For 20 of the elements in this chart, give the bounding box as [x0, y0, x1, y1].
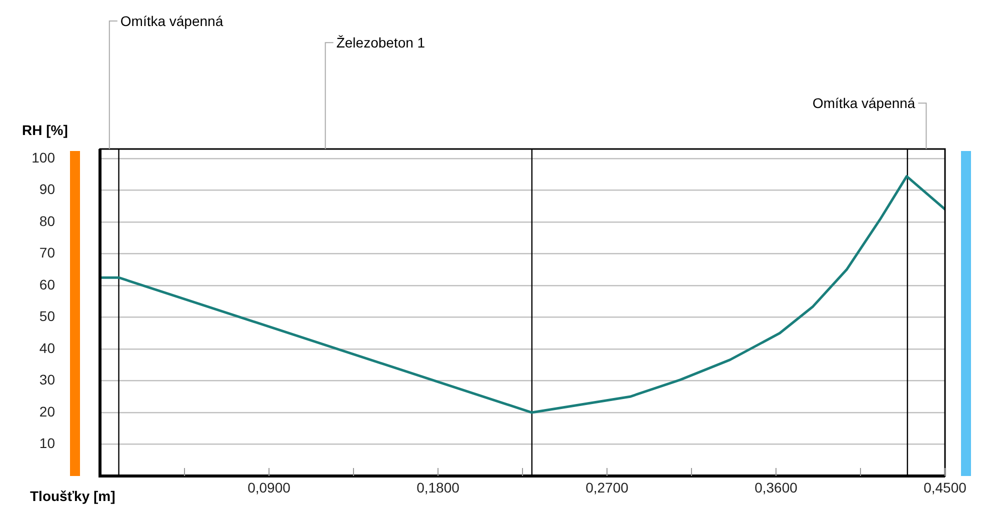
- y-axis-title: RH [%]: [22, 122, 68, 138]
- y-tick-label: 40: [39, 340, 56, 356]
- y-tick-label: 100: [32, 149, 56, 166]
- x-tick-label: 0,3600: [754, 479, 798, 496]
- y-tick-label: 30: [39, 372, 56, 388]
- x-tick-label: 0,1800: [416, 479, 460, 496]
- y-tick-label: 20: [39, 403, 56, 420]
- y-tick-label: 50: [39, 308, 56, 324]
- y-tick-label: 80: [39, 212, 56, 229]
- y-tick-label: 70: [39, 244, 56, 261]
- x-axis-title: Tloušťky [m]: [30, 488, 116, 504]
- text: Železobeton 1: [336, 34, 426, 51]
- x-tick-label: 0,4500: [924, 479, 967, 496]
- text: Omítka vápenná: [120, 12, 224, 29]
- y-tick-label: 90: [39, 181, 56, 198]
- x-tick-label: 0,0900: [248, 479, 291, 496]
- text: Omítka vápenná: [812, 95, 916, 112]
- x-tick-label: 0,2700: [586, 479, 629, 496]
- y-tick-label: 60: [39, 276, 56, 292]
- y-tick-label: 10: [39, 435, 56, 452]
